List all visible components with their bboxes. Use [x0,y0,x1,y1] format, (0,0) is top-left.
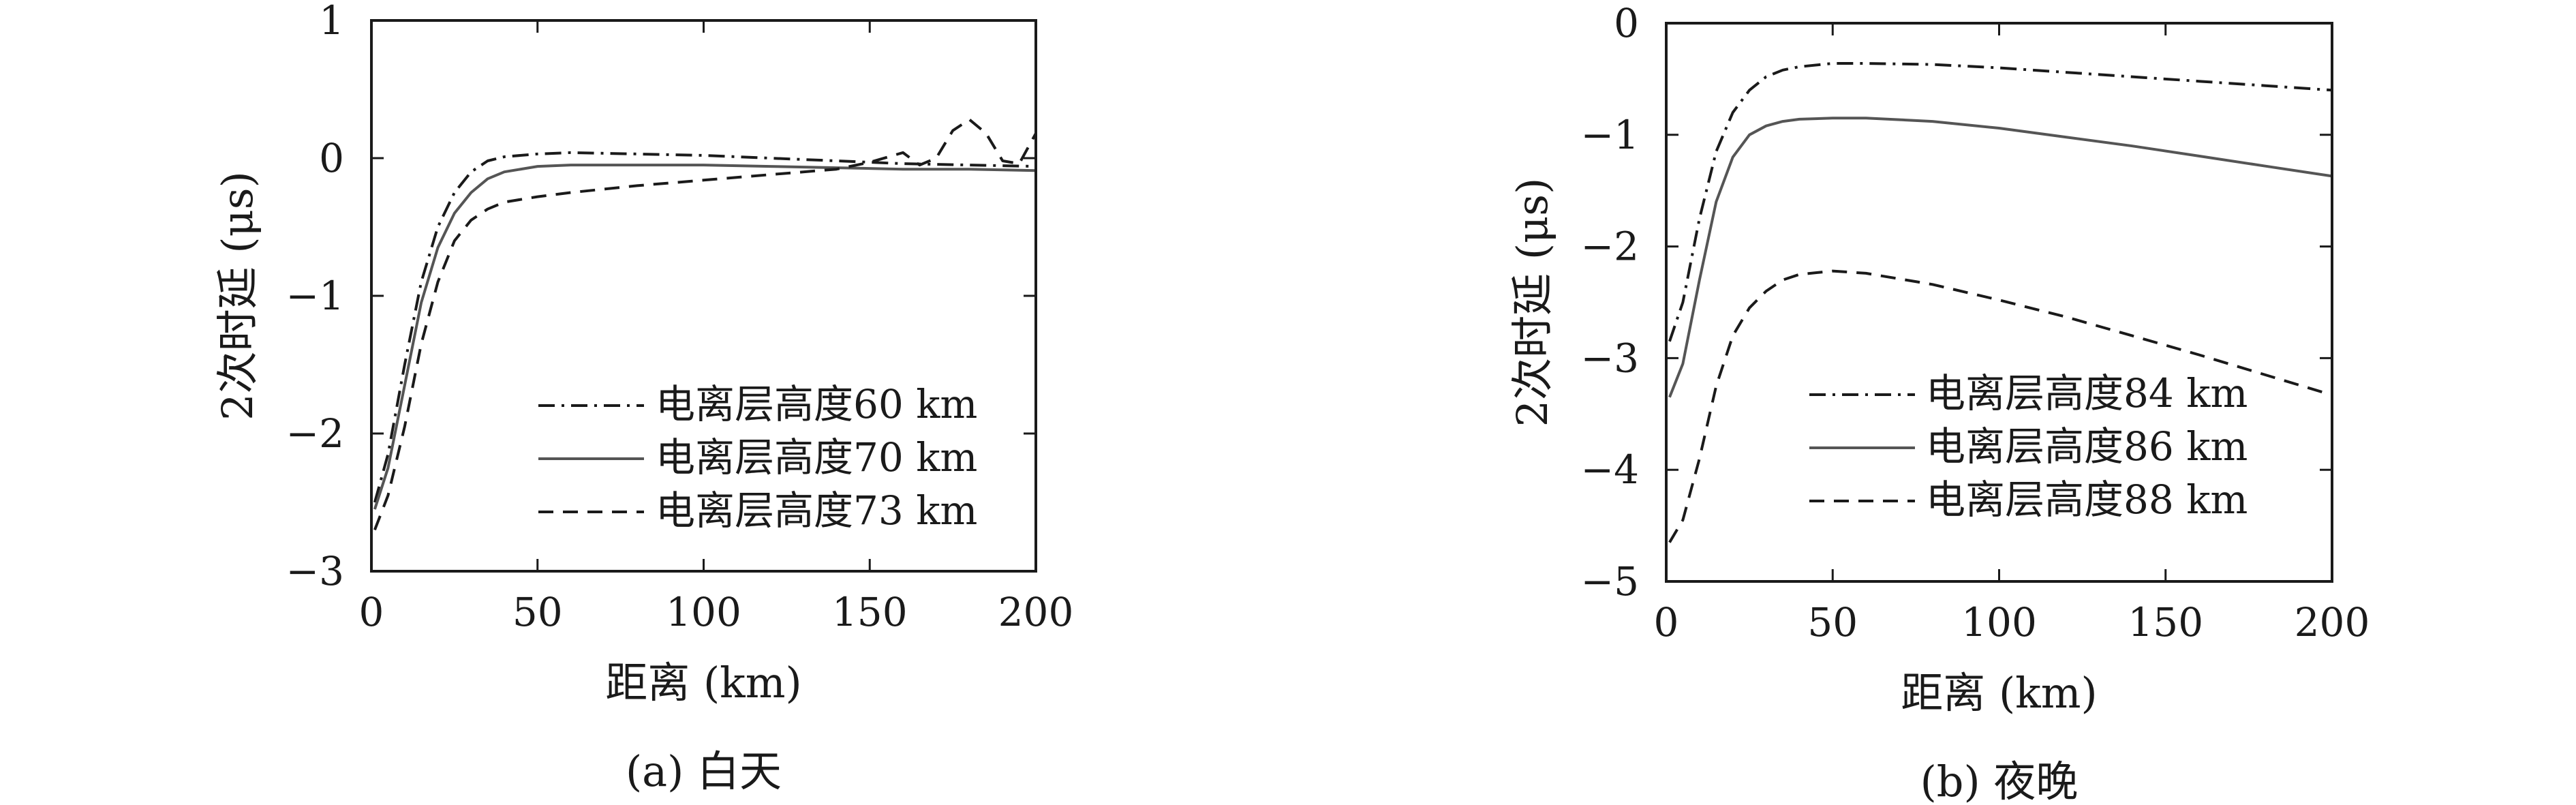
plot-lines [373,118,1037,531]
x-tick-label: 150 [832,589,908,635]
y-tick-label: −3 [1581,335,1640,381]
series-line [1668,62,2333,342]
series-line [373,164,1037,510]
legend-entry-label: 电离层高度60 km [656,381,977,427]
y-tick-label: −2 [286,410,345,457]
x-tick-label: 100 [1961,599,2037,645]
plot-lines [1668,62,2333,543]
y-ticks: 0 −1 −2 −3 −4 −5 [1581,0,2332,605]
y-ticks: 1 0 −1 −2 −3 [286,0,1036,594]
x-axis-label: 距离 (km) [605,658,801,708]
y-tick-label: −5 [1581,558,1640,605]
series-line [1668,269,2333,543]
y-tick-label: −1 [1581,112,1640,158]
legend-entry-label: 电离层高度86 km [1926,423,2248,470]
panel-a-daytime-chart: 0 50 100 150 200 1 0 −1 −2 −3 电离层高度60 km 电离层高度70 … [213,0,1073,796]
legend-entry-label: 电离层高度84 km [1926,370,2248,416]
x-tick-label: 100 [666,589,741,635]
y-axis-label: 2次时延 (μs) [1507,178,1557,427]
x-ticks: 0 50 100 150 200 [1654,23,2370,645]
y-tick-label: −3 [286,548,345,594]
y-axis-label: 2次时延 (μs) [213,171,262,421]
x-tick-label: 50 [1807,599,1858,645]
legend-entry-label: 电离层高度88 km [1926,476,2248,523]
y-tick-label: 0 [1614,0,1639,46]
series-line [373,118,1037,531]
x-tick-label: 150 [2128,599,2203,645]
series-line [1668,117,2333,398]
y-tick-label: −1 [286,273,345,319]
panel-caption: (a) 白天 [626,746,782,796]
panel-caption: (b) 夜晚 [1920,757,2079,805]
legend: 电离层高度84 km 电离层高度86 km 电离层高度88 km [1809,370,2248,523]
x-tick-label: 50 [512,589,563,635]
x-axis-label: 距离 (km) [1901,668,2097,718]
y-tick-label: −2 [1581,224,1640,270]
x-ticks: 0 50 100 150 200 [359,20,1074,635]
x-tick-label: 0 [1654,599,1679,645]
x-tick-label: 0 [359,589,384,635]
series-line [373,151,1037,503]
y-tick-label: 1 [319,0,344,44]
y-tick-label: 0 [319,135,344,181]
x-tick-label: 200 [2295,599,2370,645]
x-tick-label: 200 [998,589,1074,635]
legend: 电离层高度60 km 电离层高度70 km 电离层高度73 km [538,381,977,534]
legend-entry-label: 电离层高度73 km [656,487,977,534]
y-tick-label: −4 [1581,446,1640,493]
panel-b-night-chart: 0 50 100 150 200 0−1−2−3−4−5 电离层高度84 km电离层高度… [1507,0,2370,805]
legend-entry-label: 电离层高度70 km [656,434,977,481]
